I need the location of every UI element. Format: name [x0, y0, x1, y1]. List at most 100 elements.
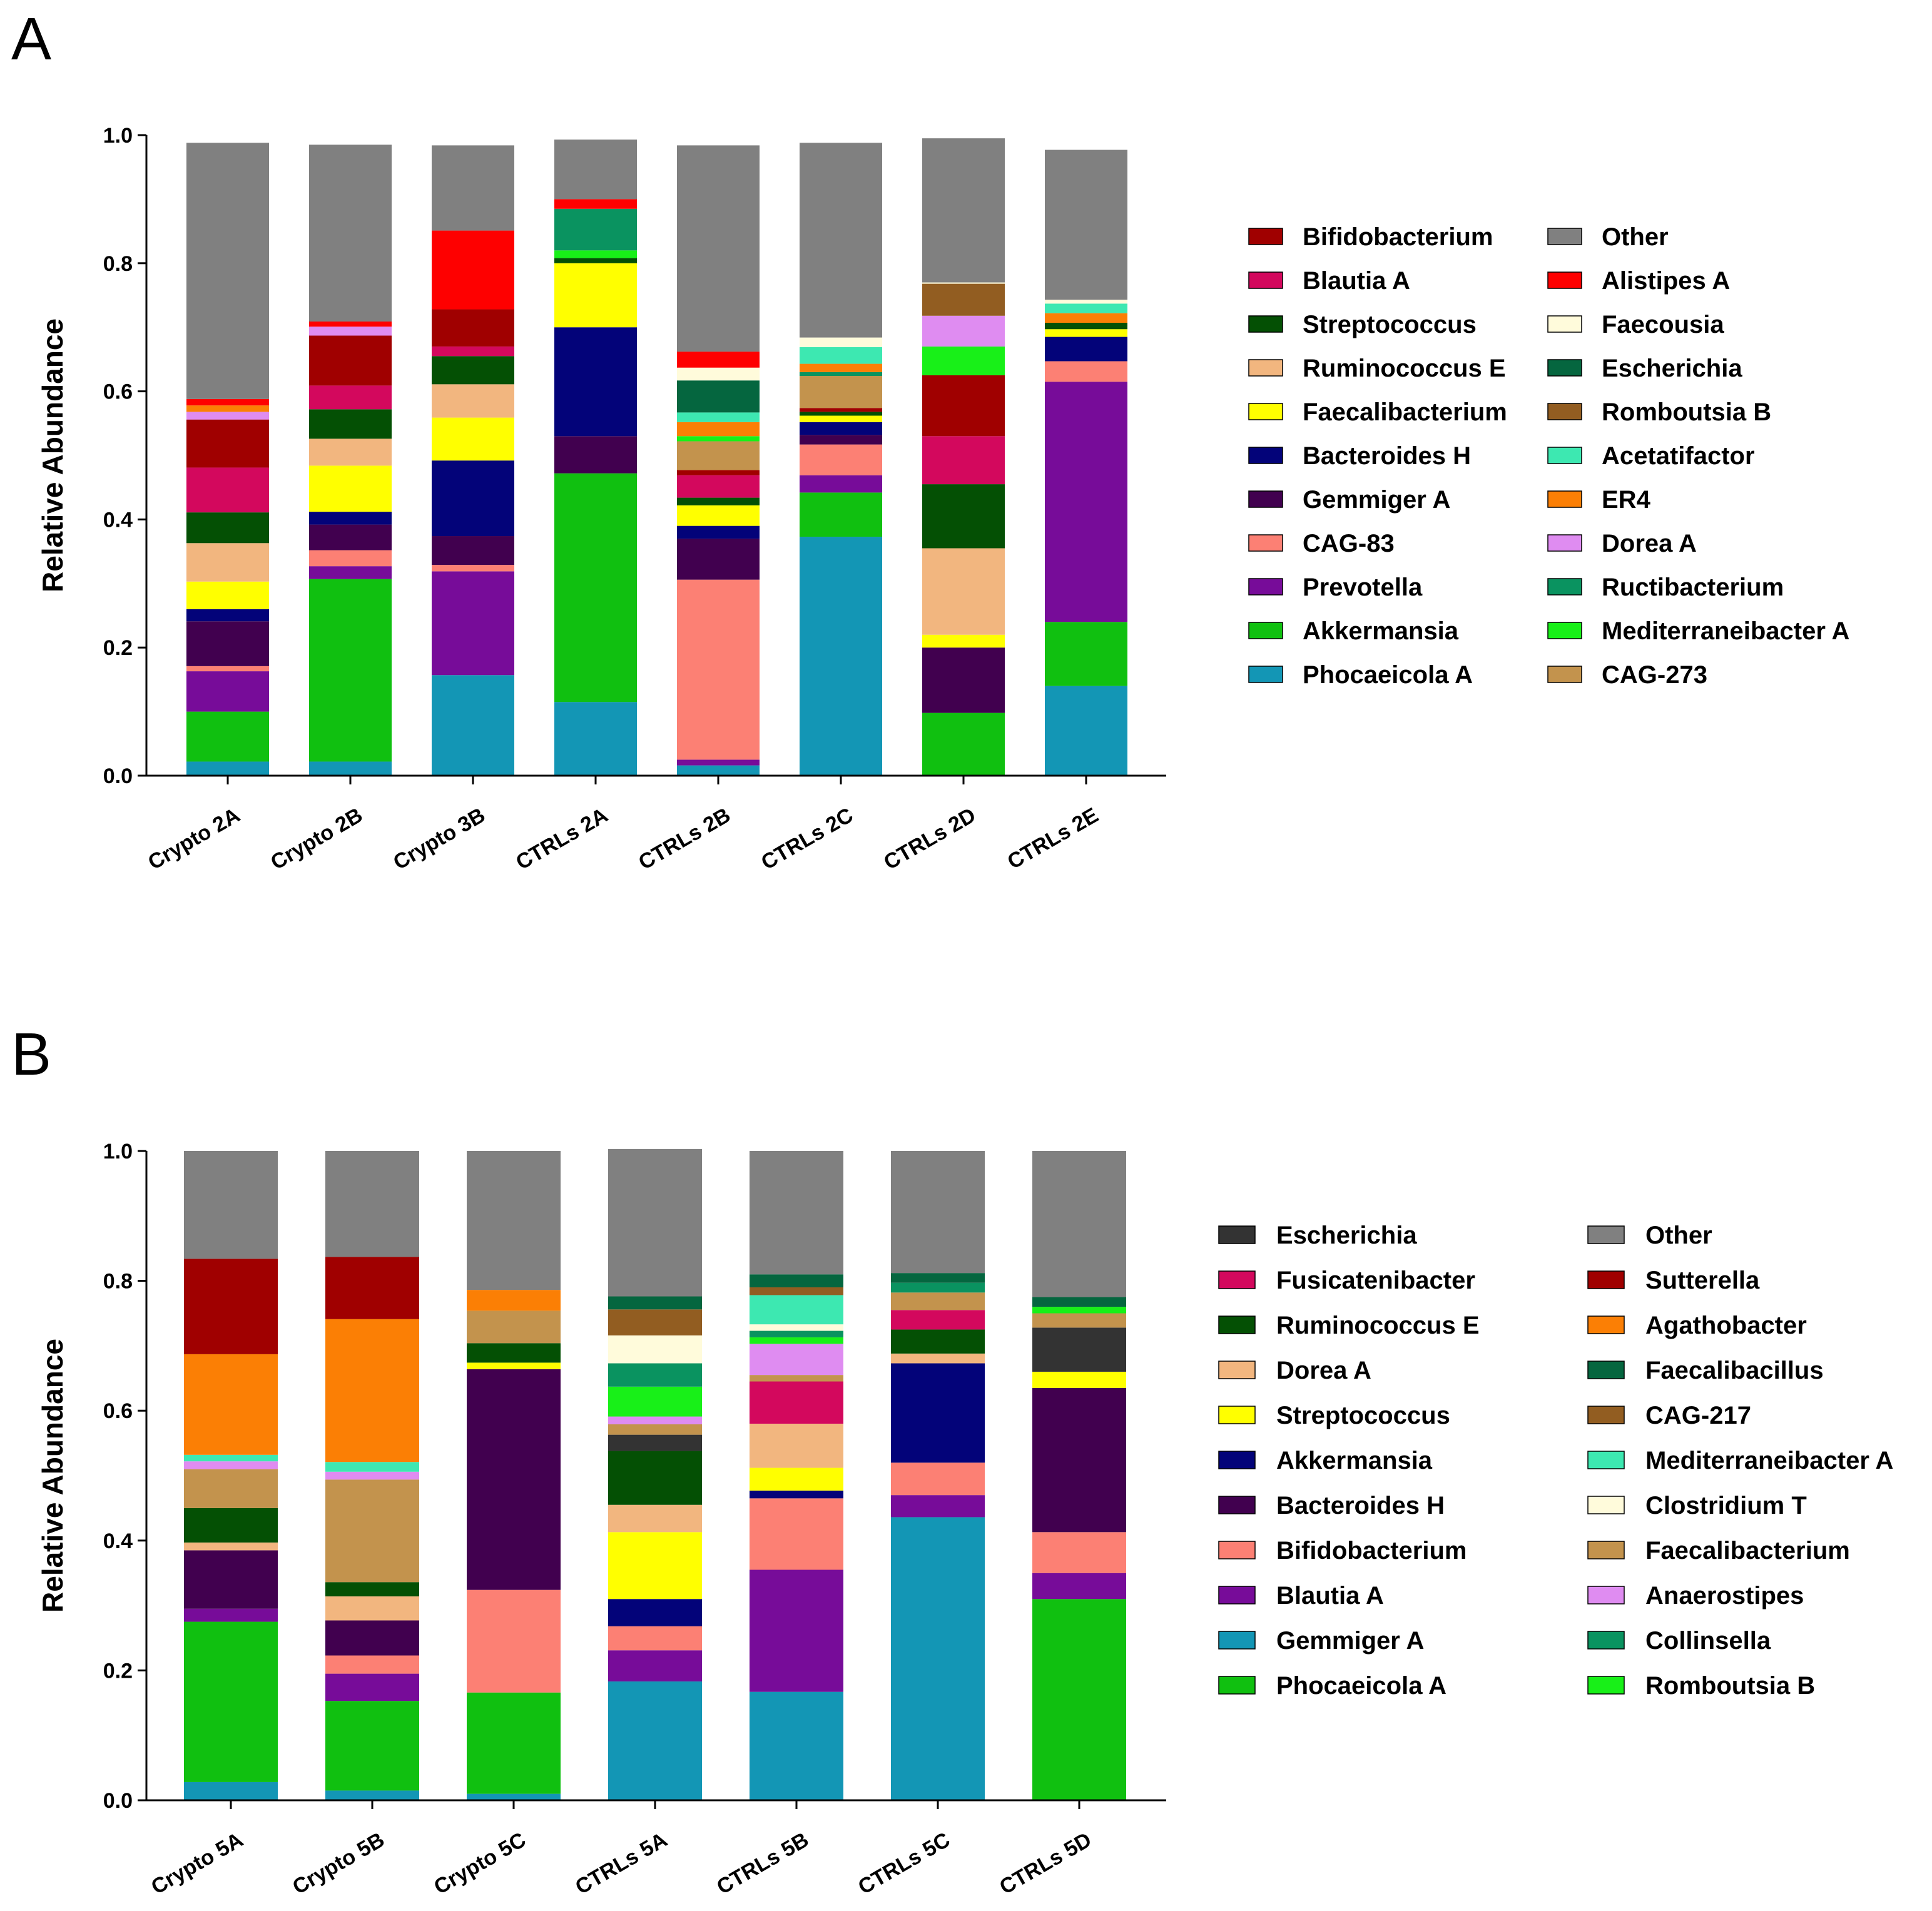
panel-b-y-axis-title: Relative Abundance: [36, 1339, 69, 1613]
panel-b-bar-crypto-5c-faecalibacterium: [467, 1310, 561, 1344]
panel-a-bar-ctrls-2d-dorea-a: [922, 315, 1005, 347]
panel-b-bar-ctrls-5b-streptococcus: [750, 1467, 843, 1491]
panel-a-bar-ctrls-2b-faecousia: [677, 367, 760, 381]
panel-b-bar-ctrls-5c-gemmiger-a: [891, 1517, 985, 1800]
panel-b-bar-crypto-5b-bacteroides-h: [325, 1620, 419, 1656]
panel-a-bar-crypto-2b-cag-83: [309, 550, 392, 567]
panel-a-bar-ctrls-2b-escherichia: [677, 380, 760, 413]
panel-b-bar-ctrls-5a-bifidobacterium: [608, 1626, 702, 1651]
panel-a-y-tick-label: 0.6: [103, 380, 133, 404]
panel-b-legend-swatch-ruminococcus-e: [1218, 1315, 1256, 1334]
panel-b-legend-label-phocaeicola-a: Phocaeicola A: [1276, 1672, 1446, 1700]
panel-a-bar-crypto-2a-blautia-a: [186, 467, 269, 513]
panel-b-bar-ctrls-5a-cag-217: [608, 1309, 702, 1336]
panel-b-bar-ctrls-5a-collinsella: [608, 1363, 702, 1387]
panel-b-bar-crypto-5b-anaerostipes: [325, 1471, 419, 1480]
panel-b-legend-label-dorea-a: Dorea A: [1276, 1357, 1371, 1384]
panel-a-bar-ctrls-2c-faecalibacterium: [800, 415, 882, 422]
panel-b-bar-crypto-5c-streptococcus: [467, 1362, 561, 1369]
panel-b-bar-ctrls-5c-akkermansia: [891, 1363, 985, 1463]
panel-b-y-tick-label: 0.6: [103, 1399, 133, 1423]
panel-b-bar-ctrls-5c-ruminococcus-e: [891, 1329, 985, 1354]
panel-a-legend-label-romboutsia-b: Romboutsia B: [1602, 398, 1771, 426]
panel-a-legend-label-alistipes-a: Alistipes A: [1602, 267, 1730, 295]
panel-b-category-label: CTRLs 5B: [713, 1828, 813, 1899]
panel-a-bar-ctrls-2c-akkermansia: [800, 492, 882, 537]
panel-b-bar-crypto-5b-dorea-a: [325, 1596, 419, 1621]
panel-a-legend-swatch-bacteroides-h: [1248, 447, 1283, 464]
panel-a-bar-ctrls-2b-mediterraneibacter-a: [677, 436, 760, 442]
panel-a-bar-ctrls-2e-prevotella: [1045, 382, 1127, 622]
panel-b-legend-label-bifidobacterium: Bifidobacterium: [1276, 1537, 1467, 1564]
panel-b-bar-crypto-5a-other: [184, 1151, 278, 1259]
panel-a-legend-swatch-cag-83: [1248, 534, 1283, 552]
panel-b-bar-crypto-5c-gemmiger-a: [467, 1793, 561, 1800]
panel-a-bar-crypto-2a-phocaeicola-a: [186, 761, 269, 776]
panel-a-legend-label-phocaeicola-a: Phocaeicola A: [1303, 661, 1473, 689]
panel-b-legend-swatch-bifidobacterium: [1218, 1541, 1256, 1559]
panel-a-bar-crypto-2a-cag-83: [186, 666, 269, 672]
panel-b-legend-label-cag-217: CAG-217: [1645, 1402, 1751, 1429]
panel-b-bar-crypto-5b-faecalibacterium: [325, 1479, 419, 1583]
panel-a-bar-ctrls-2b-prevotella: [677, 759, 760, 766]
panel-b-legend-swatch-escherichia: [1218, 1225, 1256, 1244]
panel-b-bar-ctrls-5a-akkermansia: [608, 1599, 702, 1626]
panel-a-bar-crypto-2a-ruminococcus-e: [186, 543, 269, 582]
panel-a-bar-crypto-2b-faecalibacterium: [309, 465, 392, 512]
panel-b-legend-swatch-agathobacter: [1587, 1315, 1625, 1334]
panel-a-bar-crypto-2a-bacteroides-h: [186, 609, 269, 622]
panel-a-bar-ctrls-2e-streptococcus: [1045, 323, 1127, 330]
panel-b-legend-swatch-akkermansia: [1218, 1451, 1256, 1469]
panel-b-legend-label-other: Other: [1645, 1222, 1712, 1249]
panel-b-bar-ctrls-5d-escherichia: [1032, 1327, 1126, 1372]
panel-a-legend-label-other: Other: [1602, 223, 1669, 251]
panel-b-legend-label-clostridium-t: Clostridium T: [1645, 1492, 1807, 1519]
panel-a-bar-ctrls-2d-ruminococcus-e: [922, 548, 1005, 635]
panel-a-legend-swatch-blautia-a: [1248, 271, 1283, 289]
panel-a-bar-crypto-2b-streptococcus: [309, 409, 392, 439]
panel-b-bar-ctrls-5b-fusicatenibacter: [750, 1381, 843, 1424]
panel-a-legend-swatch-dorea-a: [1547, 534, 1582, 552]
panel-a-bar-ctrls-2c-faecousia: [800, 337, 882, 347]
panel-a-legend-label-bacteroides-h: Bacteroides H: [1303, 442, 1471, 470]
panel-a-bar-ctrls-2a-mediterraneibacter-a: [554, 250, 637, 258]
panel-a-bar-ctrls-2e-faecalibacterium: [1045, 329, 1127, 337]
panel-b-bar-ctrls-5a-romboutsia-b: [608, 1386, 702, 1417]
panel-b-bar-crypto-5b-sutterella: [325, 1257, 419, 1319]
panel-a-y-axis-title: Relative Abundance: [36, 318, 69, 592]
panel-a-legend-label-mediterraneibacter-a: Mediterraneibacter A: [1602, 617, 1849, 645]
panel-b-bar-ctrls-5a-clostridium-t: [608, 1335, 702, 1364]
panel-b-legend-swatch-anaerostipes: [1587, 1586, 1625, 1604]
panel-a-category-label: CTRLs 2E: [1004, 803, 1102, 874]
panel-a-legend-label-dorea-a: Dorea A: [1602, 530, 1697, 557]
panel-a-legend-swatch-faecousia: [1547, 315, 1582, 333]
panel-b-bar-ctrls-5a-streptococcus: [608, 1532, 702, 1599]
panel-a-legend-label-er4: ER4: [1602, 486, 1651, 514]
panel-a-bar-ctrls-2b-acetatifactor: [677, 412, 760, 422]
panel-a-bar-ctrls-2d-romboutsia-b: [922, 283, 1005, 316]
panel-b-legend-swatch-gemmiger-a: [1218, 1631, 1256, 1650]
panel-a-bar-ctrls-2b-bifidobacterium: [677, 470, 760, 475]
panel-b-legend-label-collinsella: Collinsella: [1645, 1627, 1771, 1655]
panel-a-bar-crypto-3b-phocaeicola-a: [432, 675, 514, 776]
panel-b-bar-crypto-5a-sutterella: [184, 1259, 278, 1354]
panel-a-bar-crypto-2a-dorea-a: [186, 412, 269, 420]
panel-b-bar-ctrls-5d-romboutsia-b: [1032, 1307, 1126, 1314]
panel-b-legend-label-romboutsia-b: Romboutsia B: [1645, 1672, 1815, 1700]
panel-b-bar-ctrls-5d-faecalibacillus: [1032, 1297, 1126, 1307]
panel-b-bar-ctrls-5a-blautia-a: [608, 1650, 702, 1682]
panel-a-legend-label-bifidobacterium: Bifidobacterium: [1303, 223, 1493, 251]
panel-b-legend-swatch-faecalibacillus: [1587, 1361, 1625, 1379]
panel-a-legend-swatch-cag-273: [1547, 666, 1582, 683]
panel-a-legend-label-ruminococcus-e: Ruminococcus E: [1303, 355, 1506, 382]
panel-b-bar-crypto-5a-dorea-a: [184, 1542, 278, 1551]
panel-b-bar-ctrls-5d-other: [1032, 1151, 1126, 1297]
panel-a-legend-label-akkermansia: Akkermansia: [1303, 617, 1459, 645]
panel-a-bar-crypto-3b-streptococcus: [432, 356, 514, 385]
panel-a-bar-ctrls-2c-bifidobacterium: [800, 408, 882, 412]
panel-b-bar-crypto-5b-other: [325, 1151, 419, 1257]
panel-a-category-label: CTRLs 2A: [512, 803, 612, 874]
panel-b-legend-label-blautia-a: Blautia A: [1276, 1582, 1384, 1609]
panel-b-bar-crypto-5a-ruminococcus-e: [184, 1508, 278, 1543]
panel-b-bar-ctrls-5d-blautia-a: [1032, 1573, 1126, 1599]
